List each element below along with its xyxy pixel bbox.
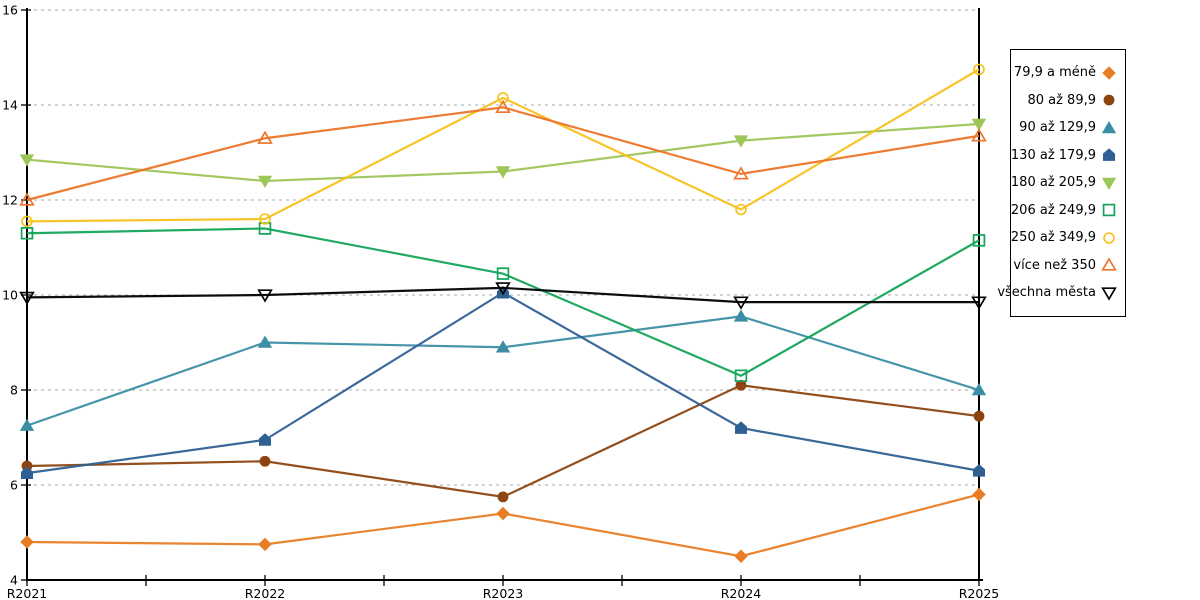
x-tick-label: R2022: [245, 586, 286, 600]
legend-label: více než 350: [1013, 257, 1096, 273]
series-line-9: [26, 286, 979, 304]
diamond-marker: [1102, 66, 1116, 80]
series-line-8: [26, 106, 980, 202]
diamond-marker: [734, 549, 748, 563]
circle-marker: [1103, 94, 1115, 106]
series-line-4: [26, 291, 980, 475]
legend-item: 79,9 a méně: [1013, 59, 1117, 87]
triangle-down-open-marker: [19, 291, 35, 306]
diamond-marker: [258, 537, 272, 552]
y-tick-label: 14: [2, 98, 18, 113]
legend-item: 80 až 89,9: [1015, 87, 1117, 115]
y-tick-label: 6: [10, 478, 18, 493]
square-open-marker: [972, 234, 986, 247]
pentagon-marker: [258, 433, 272, 446]
triangle-up-open-marker: [733, 166, 749, 180]
legend-label: 90 až 129,9: [1019, 120, 1096, 136]
legend-label: 250 až 349,9: [1010, 230, 1096, 246]
legend: 79,9 a méně 80 až 89,9 90 až 129,9 130 až 1…: [997, 49, 1126, 317]
diamond-marker: [20, 535, 34, 549]
legend-item: 206 až 249,9: [1011, 197, 1117, 225]
circle-marker: [259, 455, 271, 467]
legend-marker-icon: [1103, 94, 1115, 106]
legend-marker-icon: [1101, 120, 1117, 134]
triangle-down-marker: [971, 118, 987, 131]
series-line-7: [26, 68, 980, 223]
circle-open-marker: [259, 213, 271, 225]
triangle-down-marker: [1101, 177, 1117, 190]
triangle-down-marker: [257, 175, 273, 188]
triangle-up-marker: [733, 309, 749, 322]
legend-marker-icon: [1101, 287, 1117, 301]
diamond-marker: [972, 487, 986, 502]
triangle-down-open-marker: [971, 296, 987, 310]
triangle-up-marker: [971, 383, 987, 396]
triangle-down-marker: [19, 154, 35, 167]
circle-marker: [973, 410, 985, 422]
triangle-down-open-marker: [1101, 287, 1117, 301]
x-tick-label: R2021: [7, 586, 48, 600]
triangle-down-open-marker: [495, 282, 511, 296]
legend-label: 80 až 89,9: [1027, 92, 1096, 108]
triangle-down-open-marker: [257, 289, 273, 303]
triangle-up-open-marker: [1101, 257, 1117, 271]
legend-marker-icon: [1102, 204, 1116, 217]
series-line-3: [26, 315, 980, 427]
circle-open-marker: [735, 203, 747, 216]
triangle-up-marker: [19, 418, 35, 431]
legend-label: 130 až 179,9: [1010, 147, 1096, 163]
circle-open-marker: [973, 63, 985, 76]
legend-item: všechna města: [997, 279, 1117, 307]
triangle-up-open-marker: [495, 99, 511, 114]
legend-label: 79,9 a méně: [1013, 65, 1096, 81]
legend-label: 180 až 205,9: [1010, 175, 1096, 191]
legend-marker-icon: [1102, 148, 1116, 162]
series-line-6: [26, 227, 980, 377]
y-tick-label: 4: [10, 573, 18, 588]
triangle-down-marker: [495, 166, 511, 179]
triangle-up-open-marker: [257, 130, 273, 144]
pentagon-marker: [20, 466, 34, 480]
legend-item: 130 až 179,9: [1011, 142, 1117, 170]
legend-item: 180 až 205,9: [1011, 169, 1117, 197]
square-open-marker: [734, 369, 748, 382]
x-tick-label: R2024: [721, 586, 762, 600]
square-open-marker: [496, 267, 510, 280]
triangle-up-marker: [495, 340, 511, 353]
y-tick-label: 10: [2, 288, 18, 303]
legend-item: více než 350: [1013, 252, 1117, 280]
x-tick-label: R2025: [959, 586, 1000, 600]
legend-marker-icon: [1102, 66, 1116, 80]
pentagon-marker: [734, 421, 748, 434]
legend-marker-icon: [1101, 177, 1117, 190]
pentagon-marker: [972, 464, 986, 477]
triangle-up-marker: [257, 335, 273, 348]
circle-marker: [497, 491, 509, 503]
x-tick-label: R2023: [483, 586, 524, 600]
triangle-up-open-marker: [19, 192, 35, 206]
legend-item: 250 až 349,9: [1011, 224, 1117, 252]
diamond-marker: [496, 506, 510, 521]
legend-label: všechna města: [997, 285, 1096, 301]
series-line-1: [26, 493, 980, 558]
legend-label: 206 až 249,9: [1010, 202, 1096, 218]
legend-item: 90 až 129,9: [1015, 114, 1117, 142]
legend-marker-icon: [1103, 231, 1115, 244]
square-open-marker: [20, 227, 34, 240]
legend-marker-icon: [1101, 257, 1117, 271]
circle-open-marker: [1103, 231, 1115, 244]
y-tick-label: 8: [10, 383, 18, 398]
series-line-2: [26, 384, 980, 499]
triangle-up-marker: [1101, 120, 1117, 134]
square-open-marker: [1102, 204, 1116, 217]
triangle-down-marker: [733, 135, 749, 148]
triangle-up-open-marker: [971, 128, 987, 142]
circle-open-marker: [21, 215, 33, 228]
triangle-down-open-marker: [733, 296, 749, 310]
y-tick-label: 16: [2, 3, 18, 18]
y-tick-label: 12: [2, 193, 18, 208]
pentagon-marker: [1102, 148, 1116, 162]
